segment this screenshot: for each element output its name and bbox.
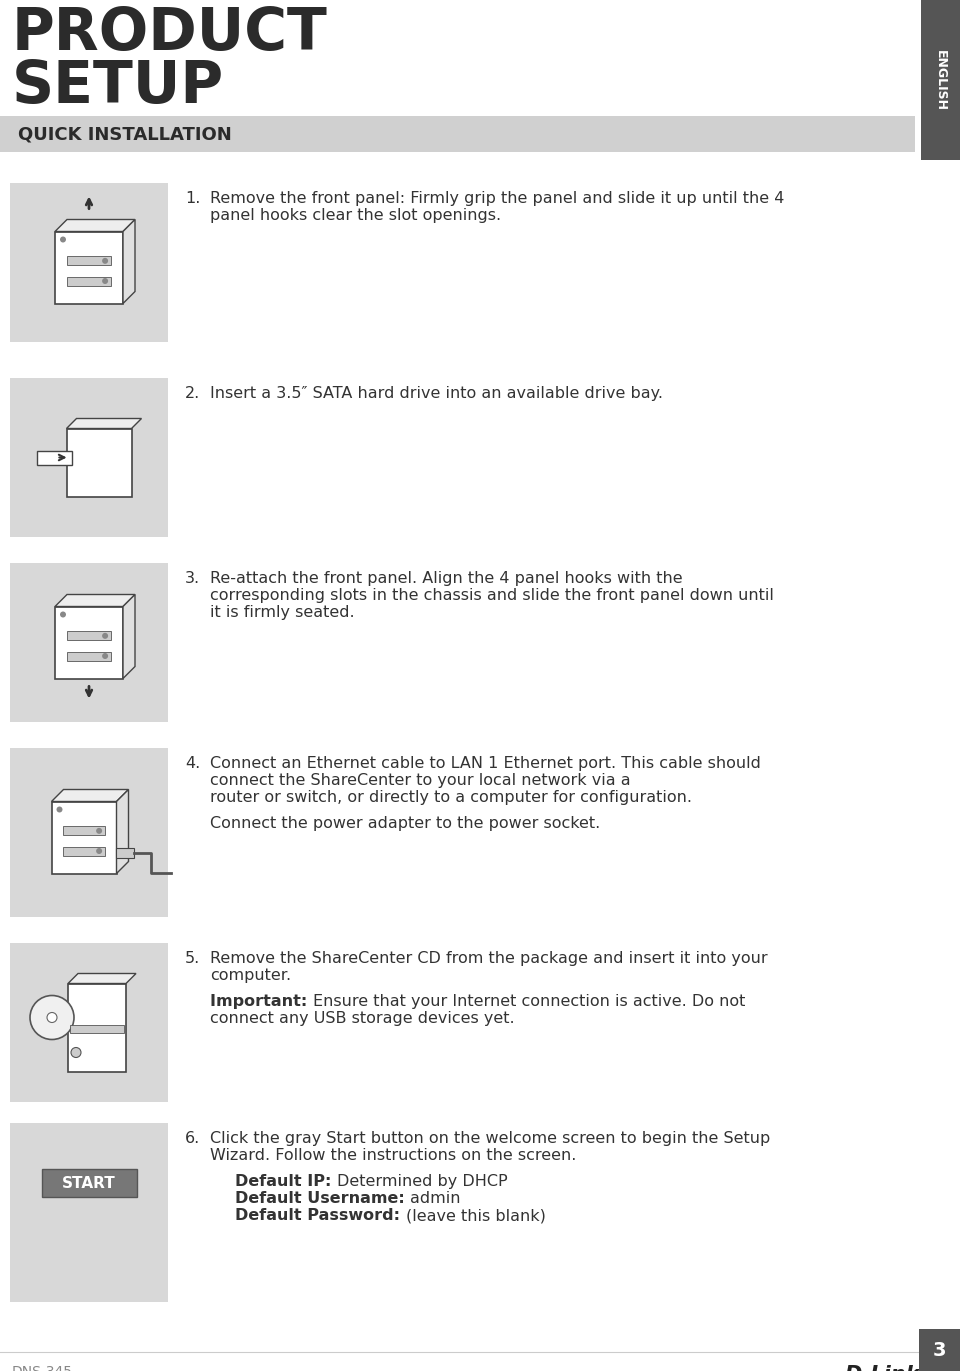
Polygon shape: [123, 219, 135, 303]
Bar: [10, 749, 168, 917]
Bar: [55, 232, 123, 303]
Bar: [0, 117, 915, 152]
Bar: [66, 429, 132, 496]
Text: connect the ShareCenter to your local network via a: connect the ShareCenter to your local ne…: [210, 773, 631, 788]
Circle shape: [96, 849, 102, 854]
Text: Insert a 3.5″ SATA hard drive into an available drive bay.: Insert a 3.5″ SATA hard drive into an av…: [210, 387, 663, 400]
Polygon shape: [55, 595, 135, 606]
Text: computer.: computer.: [210, 968, 291, 983]
Text: Default Username:: Default Username:: [235, 1191, 410, 1206]
Bar: [921, 0, 960, 160]
Circle shape: [57, 806, 62, 813]
Bar: [55, 606, 123, 679]
Text: Remove the front panel: Firmly grip the panel and slide it up until the 4: Remove the front panel: Firmly grip the …: [210, 191, 784, 206]
Text: (leave this blank): (leave this blank): [406, 1208, 545, 1223]
Text: D-Link: D-Link: [845, 1366, 921, 1371]
Text: 1.: 1.: [185, 191, 201, 206]
Bar: [10, 943, 168, 1102]
Bar: [67, 651, 111, 661]
Circle shape: [96, 828, 102, 834]
Circle shape: [102, 258, 108, 263]
Text: Determined by DHCP: Determined by DHCP: [337, 1175, 508, 1190]
Text: 3.: 3.: [185, 570, 200, 585]
Circle shape: [102, 278, 108, 284]
Bar: [70, 1024, 124, 1032]
Text: Ensure that your Internet connection is active. Do not: Ensure that your Internet connection is …: [313, 994, 745, 1009]
Text: Re-attach the front panel. Align the 4 panel hooks with the: Re-attach the front panel. Align the 4 p…: [210, 570, 683, 585]
Polygon shape: [123, 595, 135, 679]
Bar: [41, 1169, 136, 1197]
Text: DNS-345: DNS-345: [12, 1366, 73, 1371]
Text: Remove the ShareCenter CD from the package and insert it into your: Remove the ShareCenter CD from the packa…: [210, 951, 768, 967]
Text: SETUP: SETUP: [12, 58, 224, 115]
Bar: [62, 827, 106, 835]
Text: Click the gray Start button on the welcome screen to begin the Setup: Click the gray Start button on the welco…: [210, 1131, 770, 1146]
Text: Connect an Ethernet cable to LAN 1 Ethernet port. This cable should: Connect an Ethernet cable to LAN 1 Ether…: [210, 755, 761, 771]
Circle shape: [60, 611, 66, 617]
Text: START: START: [62, 1176, 116, 1191]
Bar: [10, 182, 168, 341]
Text: 6.: 6.: [185, 1131, 201, 1146]
Bar: [116, 847, 134, 857]
Bar: [67, 631, 111, 640]
Bar: [10, 563, 168, 723]
Circle shape: [30, 995, 74, 1039]
Polygon shape: [116, 790, 129, 873]
Circle shape: [102, 633, 108, 639]
Text: Default Password:: Default Password:: [235, 1208, 406, 1223]
Text: QUICK INSTALLATION: QUICK INSTALLATION: [18, 125, 231, 143]
Circle shape: [60, 237, 66, 243]
Polygon shape: [52, 790, 129, 802]
Bar: [10, 378, 168, 537]
Text: ENGLISH: ENGLISH: [934, 49, 947, 111]
Text: connect any USB storage devices yet.: connect any USB storage devices yet.: [210, 1012, 515, 1027]
Text: 2.: 2.: [185, 387, 201, 400]
Text: PRODUCT: PRODUCT: [12, 5, 328, 62]
Text: panel hooks clear the slot openings.: panel hooks clear the slot openings.: [210, 208, 501, 223]
Circle shape: [71, 1047, 81, 1057]
Polygon shape: [66, 418, 141, 429]
Text: Connect the power adapter to the power socket.: Connect the power adapter to the power s…: [210, 816, 600, 831]
Text: Important:: Important:: [210, 994, 313, 1009]
Text: it is firmly seated.: it is firmly seated.: [210, 605, 354, 620]
Text: admin: admin: [410, 1191, 461, 1206]
Polygon shape: [68, 973, 136, 983]
Bar: [67, 277, 111, 285]
Text: 3: 3: [932, 1341, 946, 1360]
Bar: [10, 1123, 168, 1302]
Bar: [68, 983, 126, 1072]
Text: 4.: 4.: [185, 755, 201, 771]
Bar: [919, 1328, 960, 1371]
Text: Wizard. Follow the instructions on the screen.: Wizard. Follow the instructions on the s…: [210, 1148, 576, 1163]
Polygon shape: [55, 219, 135, 232]
Bar: [62, 846, 106, 856]
Text: Default IP:: Default IP:: [235, 1175, 337, 1190]
Circle shape: [102, 653, 108, 659]
Bar: [52, 802, 116, 873]
Text: corresponding slots in the chassis and slide the front panel down until: corresponding slots in the chassis and s…: [210, 588, 774, 603]
Text: router or switch, or directly to a computer for configuration.: router or switch, or directly to a compu…: [210, 790, 692, 805]
Bar: [36, 451, 71, 465]
Text: 5.: 5.: [185, 951, 201, 967]
Bar: [67, 256, 111, 266]
Circle shape: [47, 1013, 57, 1023]
